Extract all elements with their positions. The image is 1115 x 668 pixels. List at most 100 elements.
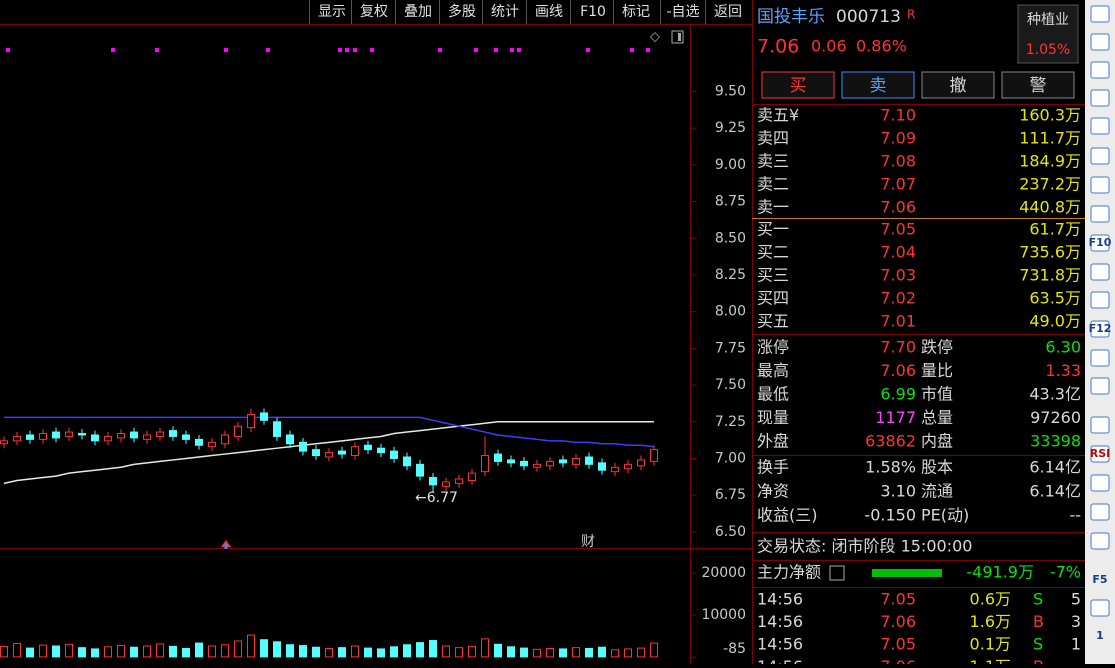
- sidebar-icon[interactable]: [1090, 176, 1110, 194]
- sidebar-icon[interactable]: [1090, 532, 1110, 550]
- volume-bar: [247, 634, 255, 658]
- trade-status: 交易状态: 闭市阶段 15:00:00: [757, 537, 972, 556]
- sidebar-icon[interactable]: [1090, 474, 1110, 492]
- trade-button[interactable]: [921, 71, 995, 99]
- trade-button[interactable]: [841, 71, 915, 99]
- volume-bar: [494, 643, 502, 658]
- book-volume: 731.8万: [1019, 266, 1081, 285]
- candle-body: [13, 435, 21, 442]
- candle-body: [117, 433, 125, 439]
- toolbar-button[interactable]: 返回: [714, 4, 742, 20]
- signal-dot: [345, 48, 349, 52]
- toolbar-button[interactable]: 统计: [491, 4, 519, 20]
- panel-icon[interactable]: [671, 30, 684, 44]
- book-volume: 49.0万: [1029, 312, 1081, 331]
- stat-label: 股本: [921, 458, 953, 477]
- tick-cell: 5: [1071, 590, 1081, 609]
- tick-cell: 7.06: [880, 612, 916, 631]
- sidebar-icon[interactable]: [1090, 234, 1110, 252]
- candle-body: [182, 434, 190, 440]
- sidebar-icon[interactable]: [1090, 117, 1110, 135]
- sidebar-label[interactable]: F5: [1092, 573, 1107, 586]
- candle-body: [520, 460, 528, 467]
- stat-value: -0.150: [864, 506, 916, 525]
- diamond-icon[interactable]: ◇: [650, 30, 660, 45]
- y-tick-label: 6.75: [715, 487, 746, 503]
- volume-bar: [169, 645, 177, 658]
- candle-body: [247, 413, 255, 429]
- tick-cell: 7.05: [880, 635, 916, 654]
- sidebar-icon[interactable]: [1090, 205, 1110, 223]
- volume-bar: [78, 647, 86, 658]
- sidebar-icon[interactable]: [1090, 291, 1110, 309]
- book-volume: 63.5万: [1029, 289, 1081, 308]
- stat-label: 市值: [921, 385, 953, 404]
- y-tick-label: 8.50: [715, 230, 746, 246]
- volume-bar: [104, 646, 112, 658]
- volume-bar: [650, 642, 658, 658]
- candle-body: [130, 431, 138, 439]
- stat-value: 7.06: [880, 361, 916, 380]
- sidebar-label[interactable]: 1: [1096, 629, 1104, 642]
- toolbar-button[interactable]: 标记: [622, 4, 650, 20]
- sidebar-icon[interactable]: [1090, 349, 1110, 367]
- toolbar-button[interactable]: 显示: [318, 4, 346, 20]
- toolbar-button[interactable]: 复权: [360, 3, 388, 20]
- stat-label: 最低: [757, 385, 789, 404]
- industry-box[interactable]: [1017, 4, 1079, 64]
- volume-bar: [0, 645, 8, 658]
- sidebar-icon[interactable]: [1090, 33, 1110, 51]
- sidebar-label[interactable]: F12: [1089, 322, 1112, 335]
- book-volume: 61.7万: [1029, 220, 1081, 239]
- candle-body: [507, 459, 515, 464]
- volume-bar: [624, 648, 632, 658]
- book-volume: 440.8万: [1019, 198, 1081, 217]
- y-tick-label: 8.75: [715, 194, 746, 210]
- toolbar-button[interactable]: -自选: [666, 4, 699, 20]
- finance-marker[interactable]: 财: [581, 534, 595, 550]
- book-price: 7.10: [880, 106, 916, 125]
- trade-button[interactable]: [761, 71, 835, 99]
- sidebar-label[interactable]: F10: [1089, 236, 1112, 249]
- sidebar-icon[interactable]: [1090, 503, 1110, 521]
- sidebar-icon[interactable]: [1090, 147, 1110, 165]
- sidebar-label[interactable]: RSI: [1090, 447, 1111, 460]
- stat-value: 6.30: [1045, 338, 1081, 357]
- signal-dot: [353, 48, 357, 52]
- volume-bar: [403, 644, 411, 658]
- stat-label: 量比: [921, 361, 953, 380]
- volume-bar: [143, 645, 151, 658]
- toolbar-button[interactable]: 叠加: [404, 4, 432, 20]
- volume-bar: [65, 643, 73, 658]
- book-label: 买一: [757, 220, 789, 239]
- volume-bar: [507, 646, 515, 658]
- toolbar-button[interactable]: 多股: [448, 3, 476, 20]
- sidebar-icon[interactable]: [1090, 377, 1110, 395]
- stock-code: 000713: [836, 7, 901, 27]
- y-tick-label: 20000: [701, 565, 746, 581]
- book-label: 买二: [757, 243, 789, 262]
- sidebar-icon[interactable]: [1090, 445, 1110, 463]
- flow-icon[interactable]: [829, 565, 845, 581]
- tick-cell: 1: [1071, 635, 1081, 654]
- stat-label: 外盘: [757, 432, 789, 451]
- y-tick-label: -85: [723, 641, 746, 657]
- volume-bar: [221, 644, 229, 658]
- tick-cell: 7.05: [880, 590, 916, 609]
- trade-button[interactable]: [1001, 71, 1075, 99]
- sidebar-icon[interactable]: [1090, 89, 1110, 107]
- stat-value: 6.99: [880, 385, 916, 404]
- tick-cell: 14:56: [757, 590, 803, 609]
- sidebar-icon[interactable]: [1090, 599, 1110, 617]
- sidebar-icon[interactable]: [1090, 263, 1110, 281]
- sidebar-icon[interactable]: [1090, 320, 1110, 338]
- volume-bar: [416, 642, 424, 658]
- signal-dot: [338, 48, 342, 52]
- sidebar-icon[interactable]: [1090, 5, 1110, 23]
- toolbar-button[interactable]: F10: [580, 4, 606, 20]
- sidebar-icon[interactable]: [1090, 61, 1110, 79]
- sidebar-icon[interactable]: [1090, 416, 1110, 434]
- y-tick-label: 9.25: [715, 120, 746, 136]
- book-label: 卖三: [757, 152, 789, 171]
- toolbar-button[interactable]: 画线: [535, 4, 563, 20]
